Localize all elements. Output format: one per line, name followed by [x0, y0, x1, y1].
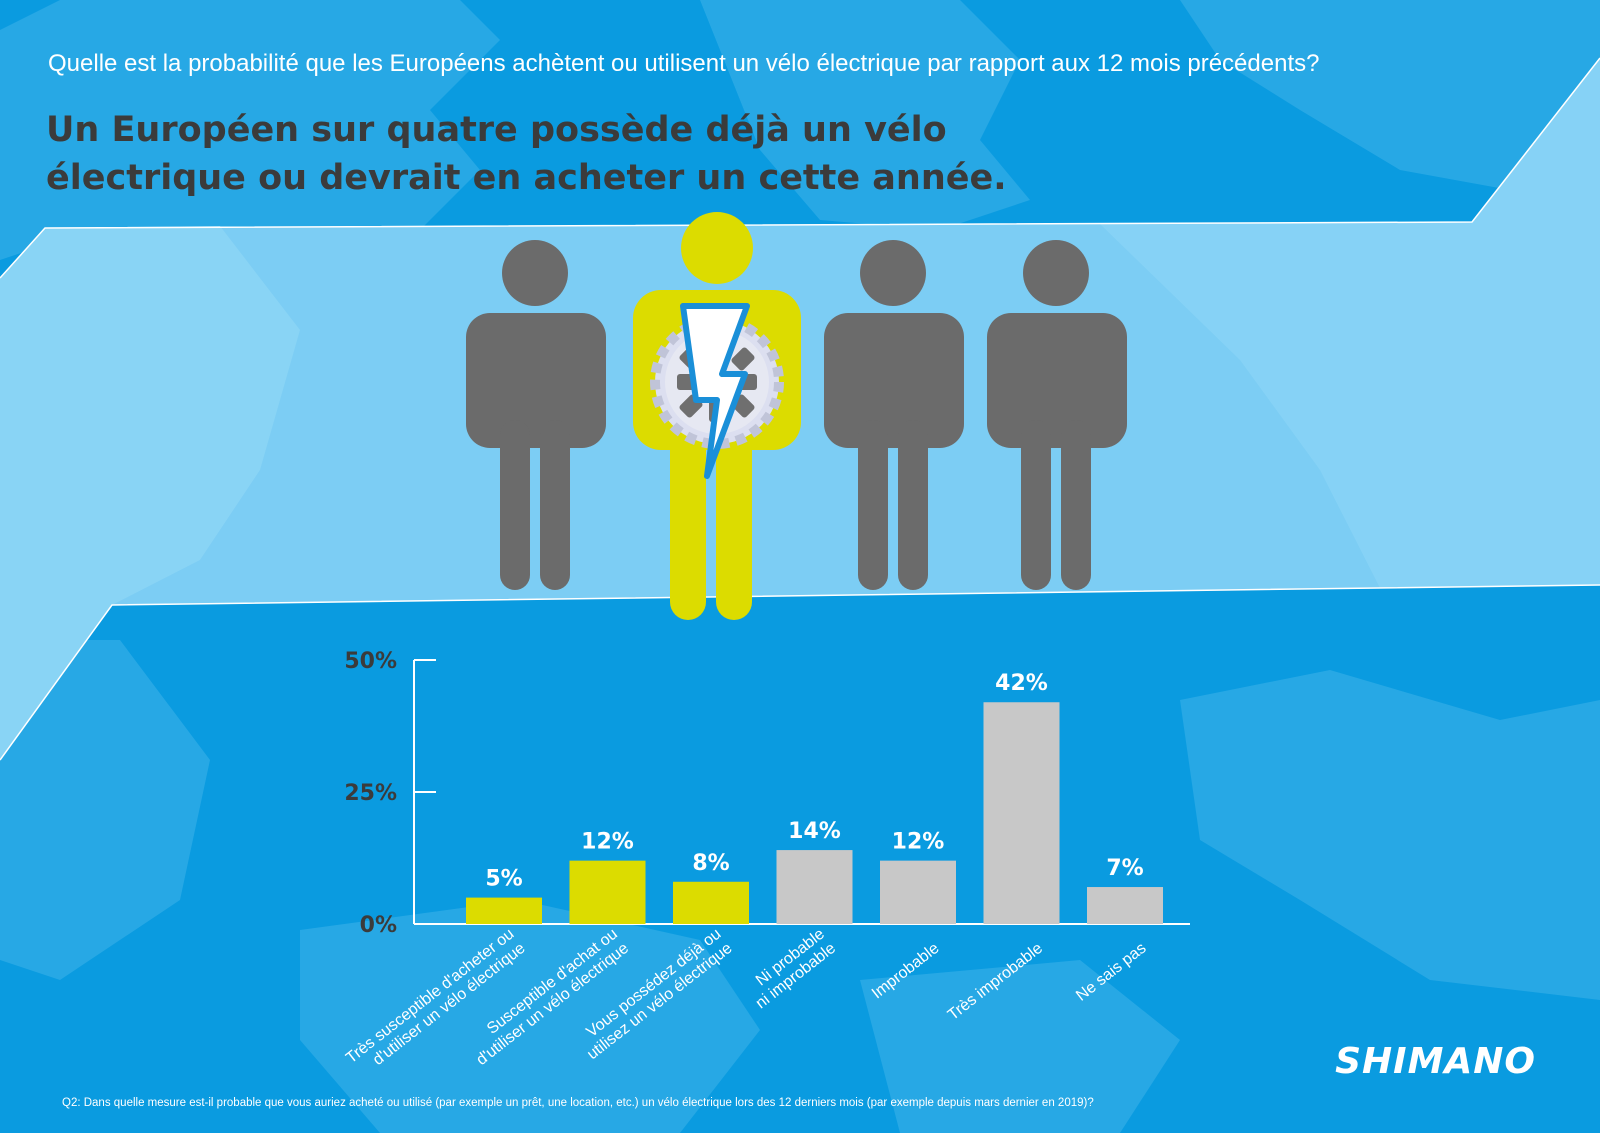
footnote: Q2: Dans quelle mesure est-il probable q…: [62, 1097, 1094, 1109]
headline: Un Européen sur quatre possède déjà un v…: [46, 106, 1046, 202]
value-labels-group: 5% 12% 8% 14% 12% 42% 7%: [485, 671, 1143, 891]
shimano-logo: SHIMANO: [1335, 1041, 1536, 1082]
bar: [466, 897, 542, 924]
bar-value-label: 5%: [485, 867, 522, 892]
person-icon: [466, 240, 606, 590]
map-landmass: [0, 0, 500, 260]
light-band-land: [0, 226, 300, 760]
map-landmass: [0, 640, 210, 980]
light-band-land: [1100, 58, 1600, 588]
bar: [983, 702, 1060, 924]
map-landmass: [1180, 0, 1600, 190]
person-icon: [824, 240, 964, 590]
lightning-icon: [680, 303, 750, 479]
brand-logo: SHIMANO: [1335, 1041, 1536, 1082]
y-axis-ticks: 0% 25% 50%: [344, 649, 436, 938]
bar-value-label: 7%: [1106, 856, 1143, 881]
question-subtitle: Quelle est la probabilité que les Europé…: [48, 50, 1320, 77]
map-landmass: [1180, 670, 1600, 1000]
person-icon: [987, 240, 1127, 590]
bars-group: [466, 702, 1163, 924]
bar: [880, 860, 956, 924]
bar-value-label: 14%: [788, 819, 841, 844]
map-landmass: [300, 900, 760, 1133]
band-top-edge: [0, 57, 1600, 279]
band-bottom-edge: [0, 584, 1600, 761]
headline-line-1: Un Européen sur quatre possède déjà un v…: [46, 110, 947, 150]
bar: [673, 881, 749, 924]
y-tick-label: 25%: [344, 781, 397, 806]
bar-value-label: 8%: [692, 851, 729, 876]
bar: [569, 860, 646, 924]
bar-value-label: 12%: [581, 830, 634, 855]
y-tick-label: 0%: [360, 913, 397, 938]
map-landmass: [860, 960, 1180, 1133]
map-landmass: [700, 0, 1030, 230]
y-tick-label: 50%: [344, 649, 397, 674]
bar: [1087, 887, 1163, 924]
people-illustration: [466, 212, 1127, 620]
bar-value-label: 42%: [995, 671, 1048, 696]
headline-line-2: électrique ou devrait en acheter un cett…: [46, 158, 1007, 198]
ebike-person-icon: [633, 212, 801, 620]
bar: [776, 850, 853, 924]
bar-value-label: 12%: [892, 830, 945, 855]
